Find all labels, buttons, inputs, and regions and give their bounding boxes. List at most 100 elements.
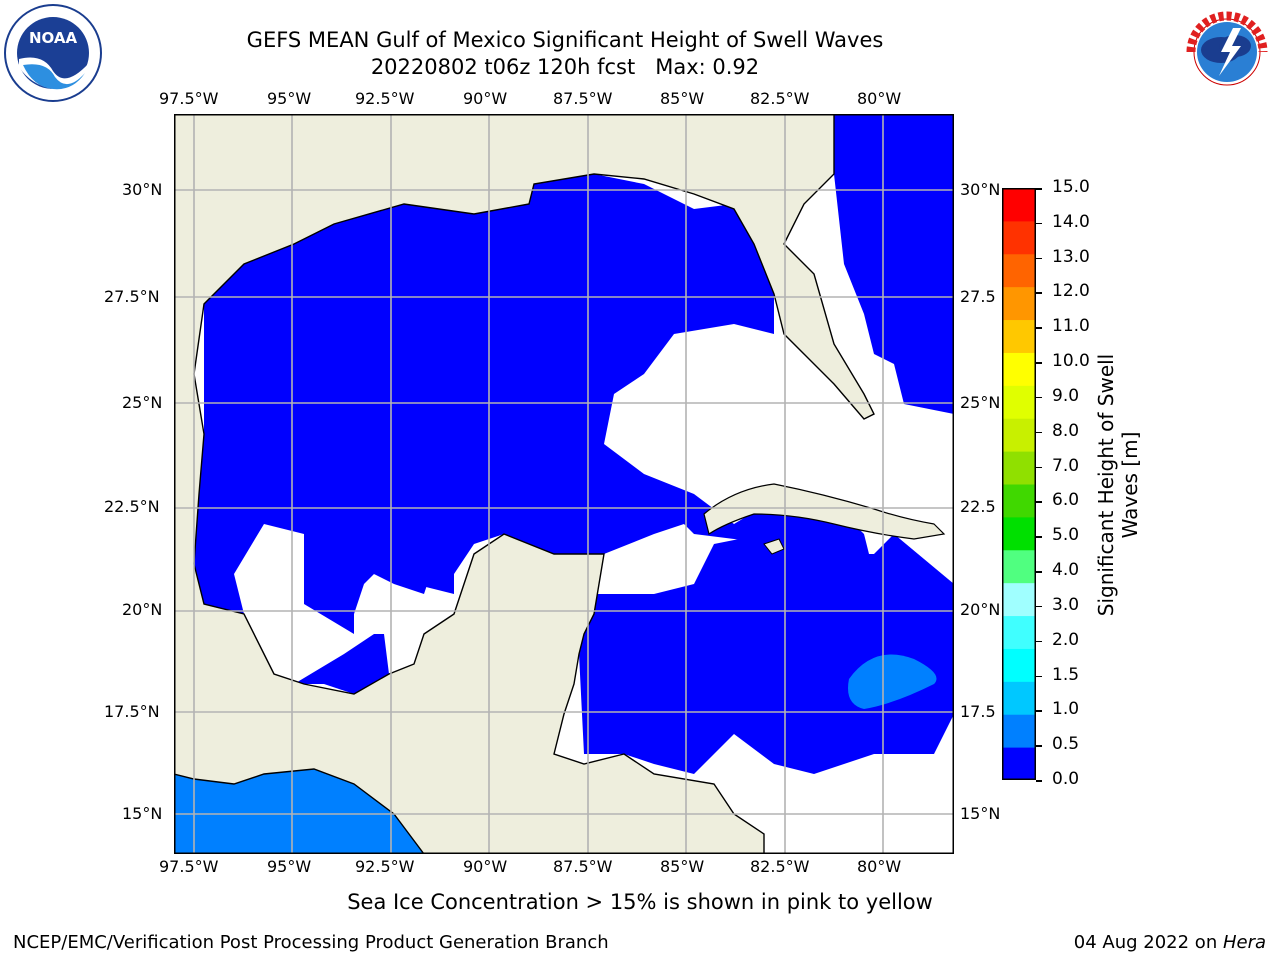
colorbar-tick-label: 8.0 — [1052, 420, 1080, 441]
svg-text:NOAA: NOAA — [29, 29, 78, 47]
lon-label-top: 80°W — [857, 89, 902, 108]
colorbar-tick-label: 10.0 — [1052, 351, 1090, 372]
colorbar-tick-label: 2.0 — [1052, 629, 1080, 650]
footer-date-text: 04 Aug 2022 on — [1073, 932, 1223, 953]
colorbar-tick — [1036, 605, 1042, 608]
map-border — [174, 114, 954, 854]
colorbar-tick — [1036, 536, 1042, 538]
swell-region-atlantic — [834, 114, 954, 414]
land-mass — [173, 113, 875, 855]
colorbar-tick-label: 6.0 — [1052, 490, 1080, 511]
colorbar-tick-label: 13.0 — [1052, 246, 1090, 267]
colorbar-tick — [1036, 571, 1042, 573]
lon-label-bottom: 90°W — [463, 857, 508, 876]
lat-label-right: 22.5 — [960, 497, 996, 516]
swell-region-caribbean — [579, 534, 954, 774]
swell-region-west — [294, 634, 389, 694]
colorbar-tick-label: 3.0 — [1052, 594, 1080, 615]
colorbar-tick — [1036, 710, 1042, 712]
lat-label-right: 30°N — [960, 180, 1001, 199]
lat-label-left: 27.5°N — [104, 287, 160, 306]
colorbar-swatch — [1002, 352, 1036, 386]
colorbar-tick-label: 12.0 — [1052, 281, 1090, 302]
colorbar-swatch — [1002, 188, 1036, 222]
colorbar-swatch — [1002, 319, 1036, 353]
colorbar-swatch — [1002, 418, 1036, 452]
colorbar-swatch — [1002, 681, 1036, 715]
cuba-island — [703, 483, 946, 540]
map-panel — [173, 113, 954, 855]
colorbar-tick — [1036, 222, 1042, 225]
lon-label-top: 85°W — [660, 89, 705, 108]
footer-date: 04 Aug 2022 on Hera — [1074, 932, 1266, 953]
lon-label-top: 90°W — [463, 89, 508, 108]
colorbar-tick-label: 14.0 — [1052, 211, 1090, 232]
colorbar-tick-label: 4.0 — [1052, 560, 1080, 581]
colorbar-swatch — [1002, 582, 1036, 617]
colorbar-tick — [1036, 396, 1042, 399]
lat-label-right: 25°N — [960, 393, 1001, 412]
lon-label-top: 92.5°W — [355, 89, 415, 108]
isle-of-youth — [763, 538, 785, 555]
lat-label-left: 17.5°N — [104, 702, 160, 721]
lon-label-bottom: 95°W — [267, 857, 312, 876]
colorbar-tick — [1036, 362, 1042, 364]
colorbar-swatch — [1002, 253, 1036, 288]
chart-subtitle: 20220802 t06z 120h fcst Max: 0.92 — [370, 55, 760, 79]
lat-label-left: 15°N — [122, 804, 163, 823]
colorbar-swatch — [1002, 516, 1036, 551]
colorbar-title: Significant Height of Swell Waves [m] — [1094, 354, 1142, 616]
colorbar-swatch — [1002, 220, 1036, 255]
colorbar-tick-label: 7.0 — [1052, 455, 1080, 476]
colorbar-tick — [1036, 501, 1042, 503]
swell-region-gulf — [194, 174, 874, 634]
lon-label-top: 97.5°W — [159, 89, 219, 108]
lat-label-right: 20°N — [960, 600, 1001, 619]
lon-label-top: 95°W — [267, 89, 312, 108]
noaa-logo: NOAA — [3, 3, 103, 103]
colorbar-swatch — [1002, 615, 1036, 649]
colorbar-swatch — [1002, 286, 1036, 321]
lon-label-bottom: 80°W — [857, 857, 902, 876]
footer-host: Hera — [1222, 932, 1266, 953]
chart-title: GEFS MEAN Gulf of Mexico Significant Hei… — [246, 28, 884, 52]
colorbar-swatch — [1002, 648, 1036, 682]
colorbar-tick-label: 1.5 — [1052, 664, 1080, 685]
lat-label-left: 30°N — [122, 180, 163, 199]
lat-label-left: 20°N — [122, 600, 163, 619]
lat-label-right: 17.5 — [960, 702, 996, 721]
lon-label-bottom: 87.5°W — [553, 857, 613, 876]
lat-label-left: 25°N — [122, 393, 163, 412]
graticule — [174, 114, 954, 854]
nws-logo — [1177, 2, 1277, 102]
colorbar-tick — [1036, 780, 1042, 782]
colorbar-tick — [1036, 675, 1042, 678]
swell-region-gulf-inner — [354, 544, 434, 594]
colorbar-border — [1002, 188, 1036, 780]
colorbar-title-line1: Significant Height of Swell — [1094, 353, 1118, 617]
lon-label-bottom: 82.5°W — [750, 857, 810, 876]
sea-ice-note: Sea Ice Concentration > 15% is shown in … — [347, 890, 933, 914]
colorbar — [1002, 188, 1036, 781]
colorbar-swatch — [1002, 385, 1036, 419]
colorbar-tick — [1036, 431, 1042, 434]
lat-label-right: 15°N — [960, 804, 1001, 823]
colorbar-title-line2: Waves [m] — [1118, 431, 1142, 539]
colorbar-tick-label: 0.5 — [1052, 734, 1080, 755]
colorbar-labels: 0.0 0.5 1.0 1.5 2.0 3.0 4.0 5.0 6.0 7.0 8.0 9.0 10.0… — [1036, 0, 1100, 960]
colorbar-tick — [1036, 188, 1042, 190]
colorbar-swatch — [1002, 549, 1036, 584]
colorbar-tick-label: 15.0 — [1052, 177, 1090, 197]
lon-label-bottom: 97.5°W — [159, 857, 219, 876]
colorbar-tick-label: 9.0 — [1052, 385, 1080, 406]
lat-label-right: 27.5 — [960, 287, 996, 306]
colorbar-swatch — [1002, 747, 1036, 781]
colorbar-tick-label: 1.0 — [1052, 699, 1080, 720]
colorbar-tick — [1036, 327, 1042, 329]
lon-label-top: 87.5°W — [553, 89, 613, 108]
colorbar-tick — [1036, 466, 1042, 469]
colorbar-tick — [1036, 257, 1042, 260]
colorbar-tick — [1036, 292, 1042, 294]
colorbar-swatch — [1002, 451, 1036, 485]
lon-label-bottom: 85°W — [660, 857, 705, 876]
